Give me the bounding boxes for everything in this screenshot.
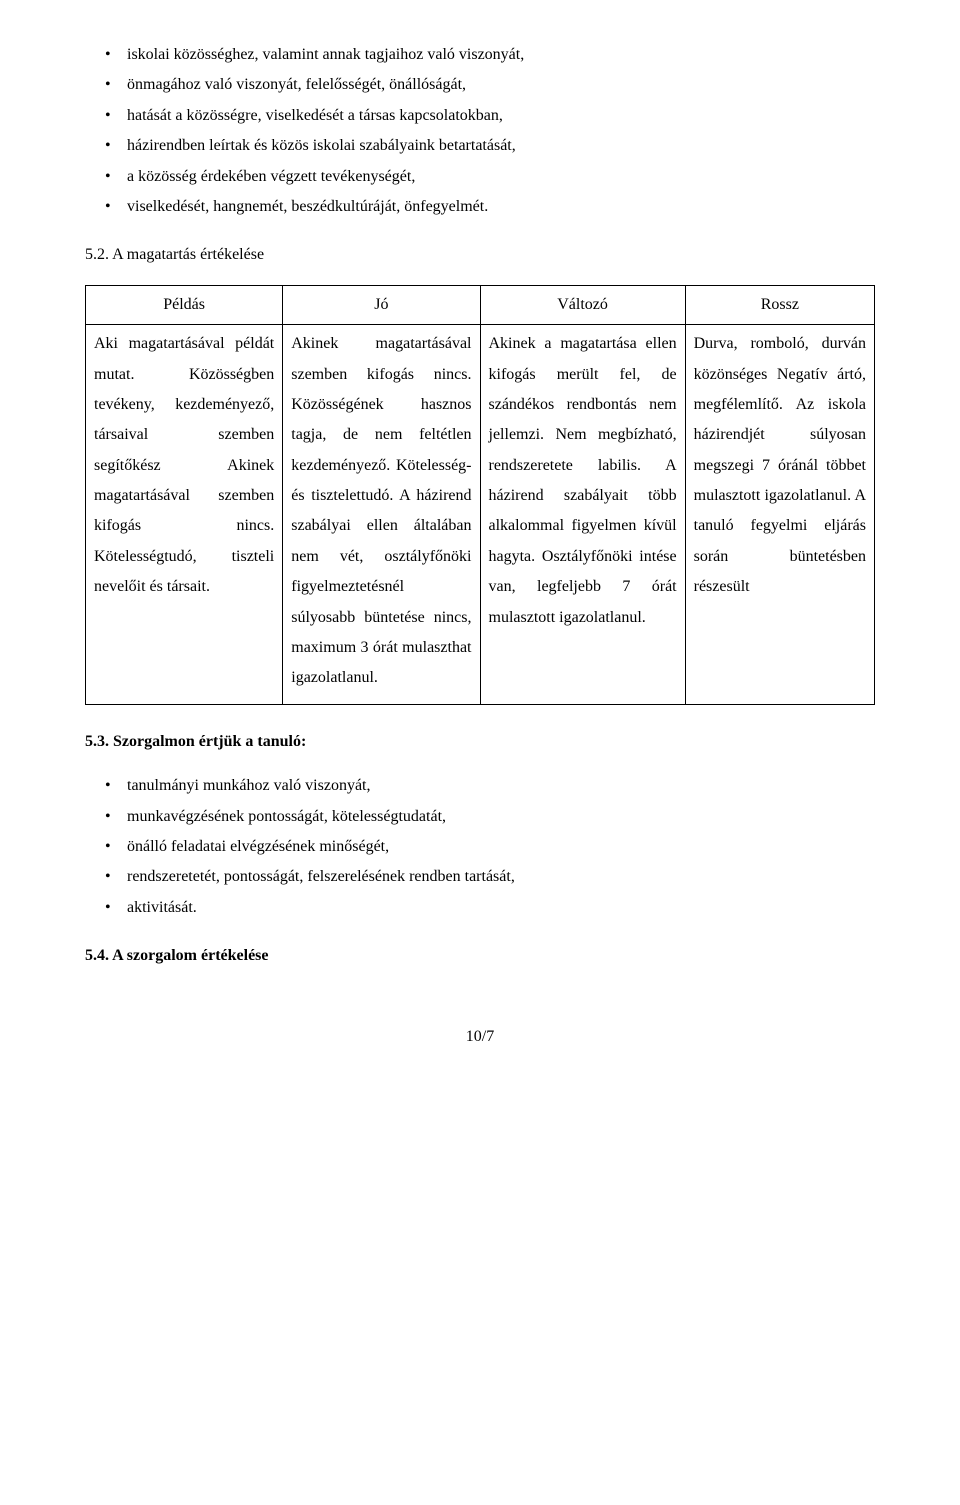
- bullet-list-top: iskolai közösséghez, valamint annak tagj…: [85, 40, 875, 222]
- list-item: munkavégzésének pontosságát, kötelességt…: [105, 802, 875, 832]
- list-item: házirendben leírtak és közös iskolai sza…: [105, 131, 875, 161]
- list-item: önmagához való viszonyát, felelősségét, …: [105, 70, 875, 100]
- heading-5-2: 5.2. A magatartás értékelése: [85, 240, 875, 270]
- list-item: rendszeretetét, pontosságát, felszerelés…: [105, 862, 875, 892]
- list-item: a közösség érdekében végzett tevékenység…: [105, 162, 875, 192]
- list-item: tanulmányi munkához való viszonyát,: [105, 771, 875, 801]
- table-header: Változó: [480, 285, 685, 324]
- behavior-evaluation-table: Példás Jó Változó Rossz Aki magatartásáv…: [85, 285, 875, 705]
- table-cell: Aki magatartásával példát mutat. Közössé…: [86, 325, 283, 705]
- list-item: önálló feladatai elvégzésének minőségét,: [105, 832, 875, 862]
- list-item: hatását a közösségre, viselkedését a tár…: [105, 101, 875, 131]
- list-item: iskolai közösséghez, valamint annak tagj…: [105, 40, 875, 70]
- table-header: Rossz: [685, 285, 874, 324]
- table-cell: Durva, romboló, durván közönséges Negatí…: [685, 325, 874, 705]
- bullet-list-53: tanulmányi munkához való viszonyát, munk…: [85, 771, 875, 923]
- list-item: aktivitását.: [105, 893, 875, 923]
- table-cell: Akinek a magatartása ellen kifogás merül…: [480, 325, 685, 705]
- page-number: 10/7: [85, 1022, 875, 1052]
- list-item: viselkedését, hangnemét, beszédkultúrájá…: [105, 192, 875, 222]
- table-header: Példás: [86, 285, 283, 324]
- heading-5-3: 5.3. Szorgalmon értjük a tanuló:: [85, 727, 875, 757]
- table-cell: Akinek magatartásával szemben kifogás ni…: [283, 325, 480, 705]
- table-header: Jó: [283, 285, 480, 324]
- heading-5-4: 5.4. A szorgalom értékelése: [85, 941, 875, 971]
- table-row: Aki magatartásával példát mutat. Közössé…: [86, 325, 875, 705]
- table-header-row: Példás Jó Változó Rossz: [86, 285, 875, 324]
